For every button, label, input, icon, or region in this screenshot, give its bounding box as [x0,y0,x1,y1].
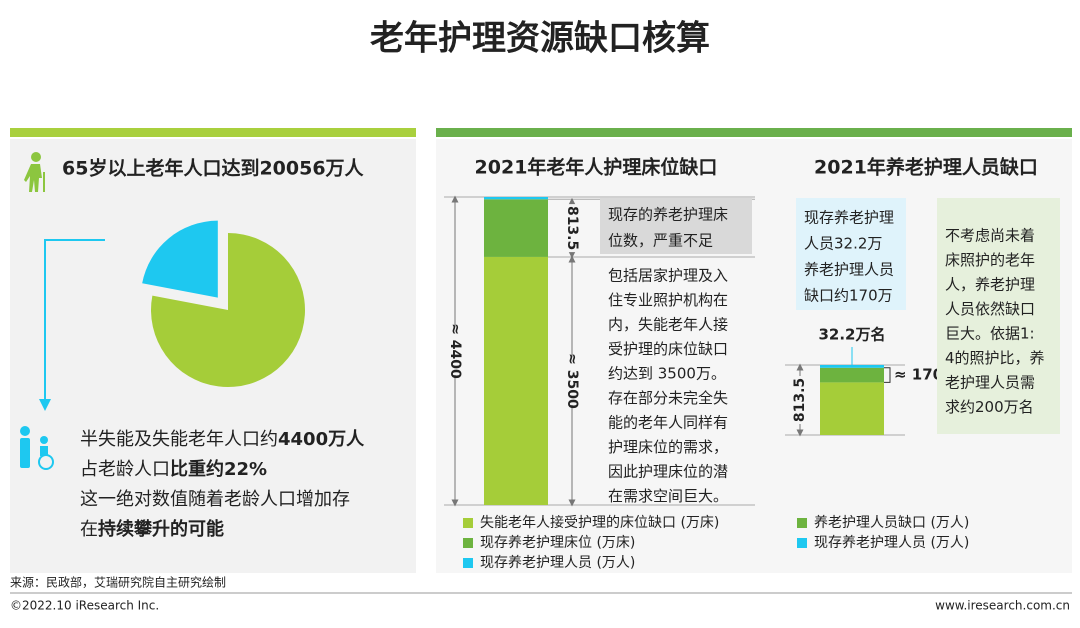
bracket [884,367,891,383]
bar-segment [820,382,884,435]
value-label: ≈ 3500 [564,353,580,409]
note-line: 在需求空间巨大。 [608,487,728,505]
note-line: 因此护理床位的潜 [608,463,728,481]
note-line: 存在部分未完全失 [608,389,728,407]
value-label: 32.2万名 [818,326,885,344]
total-label: ≈ 4400 [447,323,463,379]
bar-segment [820,365,884,368]
source: 来源：民政部，艾瑞研究院自主研究绘制 [10,575,226,590]
legend-swatch [797,518,807,528]
dimension-gap [564,356,580,405]
note-line: 约达到 3500万。 [608,365,726,383]
dimension-gap [792,376,808,424]
note-line: 人，养老护理 [945,276,1035,294]
care-icon [20,426,54,470]
note-line: 缺口约170万 [804,287,893,305]
note-line: 位数，严重不足 [608,232,713,250]
legend-swatch [463,558,473,568]
body-line: 在持续攀升的可能 [80,518,224,540]
body-segment: 这一绝对数值随着老龄人口增加存 [80,489,350,510]
right-header-bar [436,128,1072,137]
note-line: 4的照护比，养 [945,349,1045,367]
note-line: 包括居家护理及入 [608,267,728,285]
note-line: 巨大。依据1: [945,325,1035,343]
body-line: 半失能及失能老年人口约4400万人 [80,429,365,450]
chart-title: 2021年老年人护理床位缺口 [475,156,718,179]
note-line: 内，失能老年人接 [608,316,728,334]
body-line: 占老龄人口比重约22% [80,458,267,480]
body-line: 这一绝对数值随着老龄人口增加存 [80,489,350,510]
note-line: 人员32.2万 [804,235,882,253]
copyright: ©2022.10 iResearch Inc. [10,599,159,613]
legend-label: 现存养老护理人员 (万人) [814,535,969,551]
bar-segment [484,199,548,257]
note-box [600,198,752,254]
legend-label: 失能老年人接受护理的床位缺口 (万床) [480,514,719,531]
note-line: 受护理的床位缺口 [608,340,728,358]
bar-segment [820,367,884,383]
title: 老年护理资源缺口核算 [370,19,710,59]
arrow [39,239,105,411]
note-box [796,198,906,310]
note-line: 现存的养老护理床 [608,206,728,224]
dimension-gap [564,204,580,253]
note-line: 老护理人员需 [945,374,1035,392]
pie-slice [142,220,218,298]
value-label: 813.5 [564,206,580,250]
chart-title: 2021年养老护理人员缺口 [814,156,1038,179]
value-label: ≈ 170 [894,366,943,384]
body-segment: 持续攀升的可能 [98,518,224,540]
bar-segment [484,256,548,505]
left-header-bar [10,128,416,137]
dimension-gap [447,327,463,375]
legend-swatch [463,538,473,548]
bar-segment [484,197,548,200]
left-heading: 65岁以上老年人口达到20056万人 [62,157,365,180]
legend-swatch [797,538,807,548]
note-line: 住专业照护机构在 [608,291,728,309]
note-line: 能的老年人同样有 [608,414,728,432]
body-segment: 在 [80,519,98,540]
website: www.iresearch.com.cn [935,599,1070,613]
note-line: 现存养老护理 [804,209,894,227]
pie-slice [150,233,305,387]
legend-label: 养老护理人员缺口 (万人) [814,515,969,531]
note-line: 人员依然缺口 [945,300,1035,318]
body-segment: 占老龄人口 [80,459,170,480]
elderly-icon [24,152,45,192]
note-line: 床照护的老年 [945,251,1035,269]
legend-label: 现存养老护理床位 (万床) [480,535,635,551]
legend-swatch [463,518,473,528]
note-line: 养老护理人员 [804,261,894,279]
total-label: 813.5 [792,378,808,422]
body-segment: 4400万人 [278,429,365,450]
legend-label: 现存养老护理人员 (万人) [480,555,635,571]
body-segment: 半失能及失能老年人口约 [80,429,278,450]
note-line: 护理床位的需求， [608,438,728,456]
note-line: 不考虑尚未着 [945,227,1035,245]
note-line: 求约200万名 [945,398,1034,416]
body-segment: 比重约22% [170,458,267,480]
note-box [937,198,1060,434]
